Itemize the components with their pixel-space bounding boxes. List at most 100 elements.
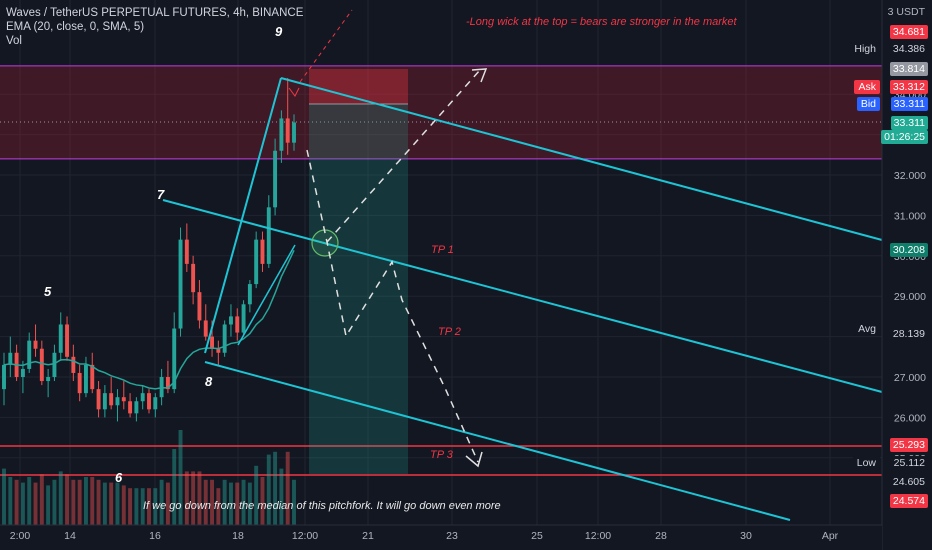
price-axis-label: 33.814	[889, 62, 928, 76]
volume-bar	[46, 485, 51, 525]
price-tick-label: 32.000	[894, 170, 926, 182]
volume-bar	[58, 471, 63, 525]
red-dashed-line	[299, 9, 353, 83]
candle-body	[266, 207, 271, 264]
candle-body	[134, 401, 139, 414]
arrow-head-down	[465, 451, 483, 468]
time-tick-label: 16	[149, 530, 161, 542]
pitchfork-anchor	[163, 200, 205, 353]
arrow-head-up	[471, 68, 488, 83]
volume-bar	[14, 479, 19, 525]
price-tick-label: 26.000	[894, 412, 926, 424]
candle-body	[222, 324, 227, 353]
volume-bar	[222, 479, 227, 525]
price-axis-tag: Avg	[854, 322, 880, 336]
price-axis-label: 24.574	[889, 494, 928, 508]
volume-bar	[254, 465, 259, 525]
volume-bar	[115, 482, 120, 525]
volume-bar	[165, 482, 170, 525]
price-tick-label: 29.000	[894, 291, 926, 303]
volume-bar	[247, 482, 252, 525]
price-axis-label: 30.208	[889, 243, 928, 257]
volume-bar	[241, 479, 246, 525]
candle-body	[140, 393, 145, 402]
volume-bar	[273, 451, 278, 525]
candle-body	[90, 364, 95, 390]
time-tick-label: 25	[531, 530, 543, 542]
candle-body	[292, 122, 296, 143]
time-tick-label: Apr	[822, 530, 839, 542]
legend-title: Waves / TetherUS PERPETUAL FUTURES, 4h, …	[6, 7, 304, 19]
tp1-label: TP 1	[431, 244, 454, 256]
volume-bar	[109, 482, 114, 525]
candle-body	[115, 397, 120, 406]
price-axis-tag: Low	[852, 456, 880, 470]
candle-body	[8, 352, 13, 365]
price-axis-label: 3 USDT	[884, 5, 928, 19]
bottom-note: If we go down from the median of this pi…	[143, 500, 501, 512]
chart-grid	[0, 0, 882, 525]
volume-bar	[147, 488, 151, 525]
volume-bar	[285, 451, 290, 525]
candle-body	[77, 372, 82, 394]
candle-body	[165, 377, 170, 390]
volume-bar	[159, 479, 164, 525]
price-tick-label: 27.000	[894, 372, 926, 384]
resistance-zone-rect	[0, 65, 882, 159]
candle-body	[247, 284, 252, 305]
candle-body	[84, 364, 88, 394]
volume-bar	[128, 488, 133, 525]
time-tick-label: 23	[446, 530, 458, 542]
price-axis-label: 34.681	[889, 25, 928, 39]
volume-bar	[77, 479, 82, 525]
volume-bar	[39, 474, 44, 525]
candle-body	[229, 316, 233, 325]
top-note: -Long wick at the top = bears are strong…	[466, 16, 737, 28]
volume-bar	[184, 471, 189, 525]
tp2-label: TP 2	[438, 326, 461, 338]
volume-bar	[71, 479, 76, 525]
price-axis-label: 01:26:25	[881, 130, 928, 144]
volume-bar	[102, 482, 107, 525]
candle-body	[58, 324, 63, 353]
pitchfork-lower-tine	[204, 361, 791, 521]
candle-body	[153, 397, 158, 410]
volume-bar	[191, 471, 196, 525]
volume-bars	[2, 430, 296, 525]
candle-body	[241, 304, 246, 333]
arrow-small	[288, 87, 300, 97]
time-axis-bg	[0, 525, 882, 550]
take-profit-box	[309, 104, 408, 474]
volume-bar	[65, 474, 69, 525]
candle-body	[52, 352, 57, 377]
volume-bar	[121, 485, 126, 525]
volume-bar	[27, 477, 32, 525]
volume-bar	[33, 482, 38, 525]
wave-label-8: 8	[205, 374, 213, 389]
time-tick-label: 14	[64, 530, 76, 542]
candle-body	[178, 239, 183, 329]
candle-body	[273, 150, 278, 208]
candle-body	[2, 364, 6, 390]
time-tick-label: 12:00	[585, 530, 611, 542]
volume-bar	[216, 488, 221, 525]
candle-body	[33, 340, 38, 349]
wave-label-7: 7	[157, 187, 165, 202]
price-axis-label: 34.386	[889, 42, 928, 56]
volume-bar	[197, 471, 202, 525]
volume-bar	[235, 482, 240, 525]
candle-body	[210, 336, 214, 349]
pitchfork-handle-a	[204, 77, 282, 354]
candle-body	[20, 368, 25, 377]
price-axis-tag: Ask	[854, 80, 880, 94]
time-tick-label: 2:00	[10, 530, 31, 542]
ema-polyline	[3, 250, 295, 390]
candle-body	[235, 316, 240, 333]
candle-body	[191, 263, 196, 293]
candle-body	[184, 239, 189, 264]
candle-body	[203, 320, 208, 337]
volume-bar	[279, 468, 284, 525]
volume-bar	[90, 477, 95, 525]
price-axis-label: 25.293	[889, 438, 928, 452]
